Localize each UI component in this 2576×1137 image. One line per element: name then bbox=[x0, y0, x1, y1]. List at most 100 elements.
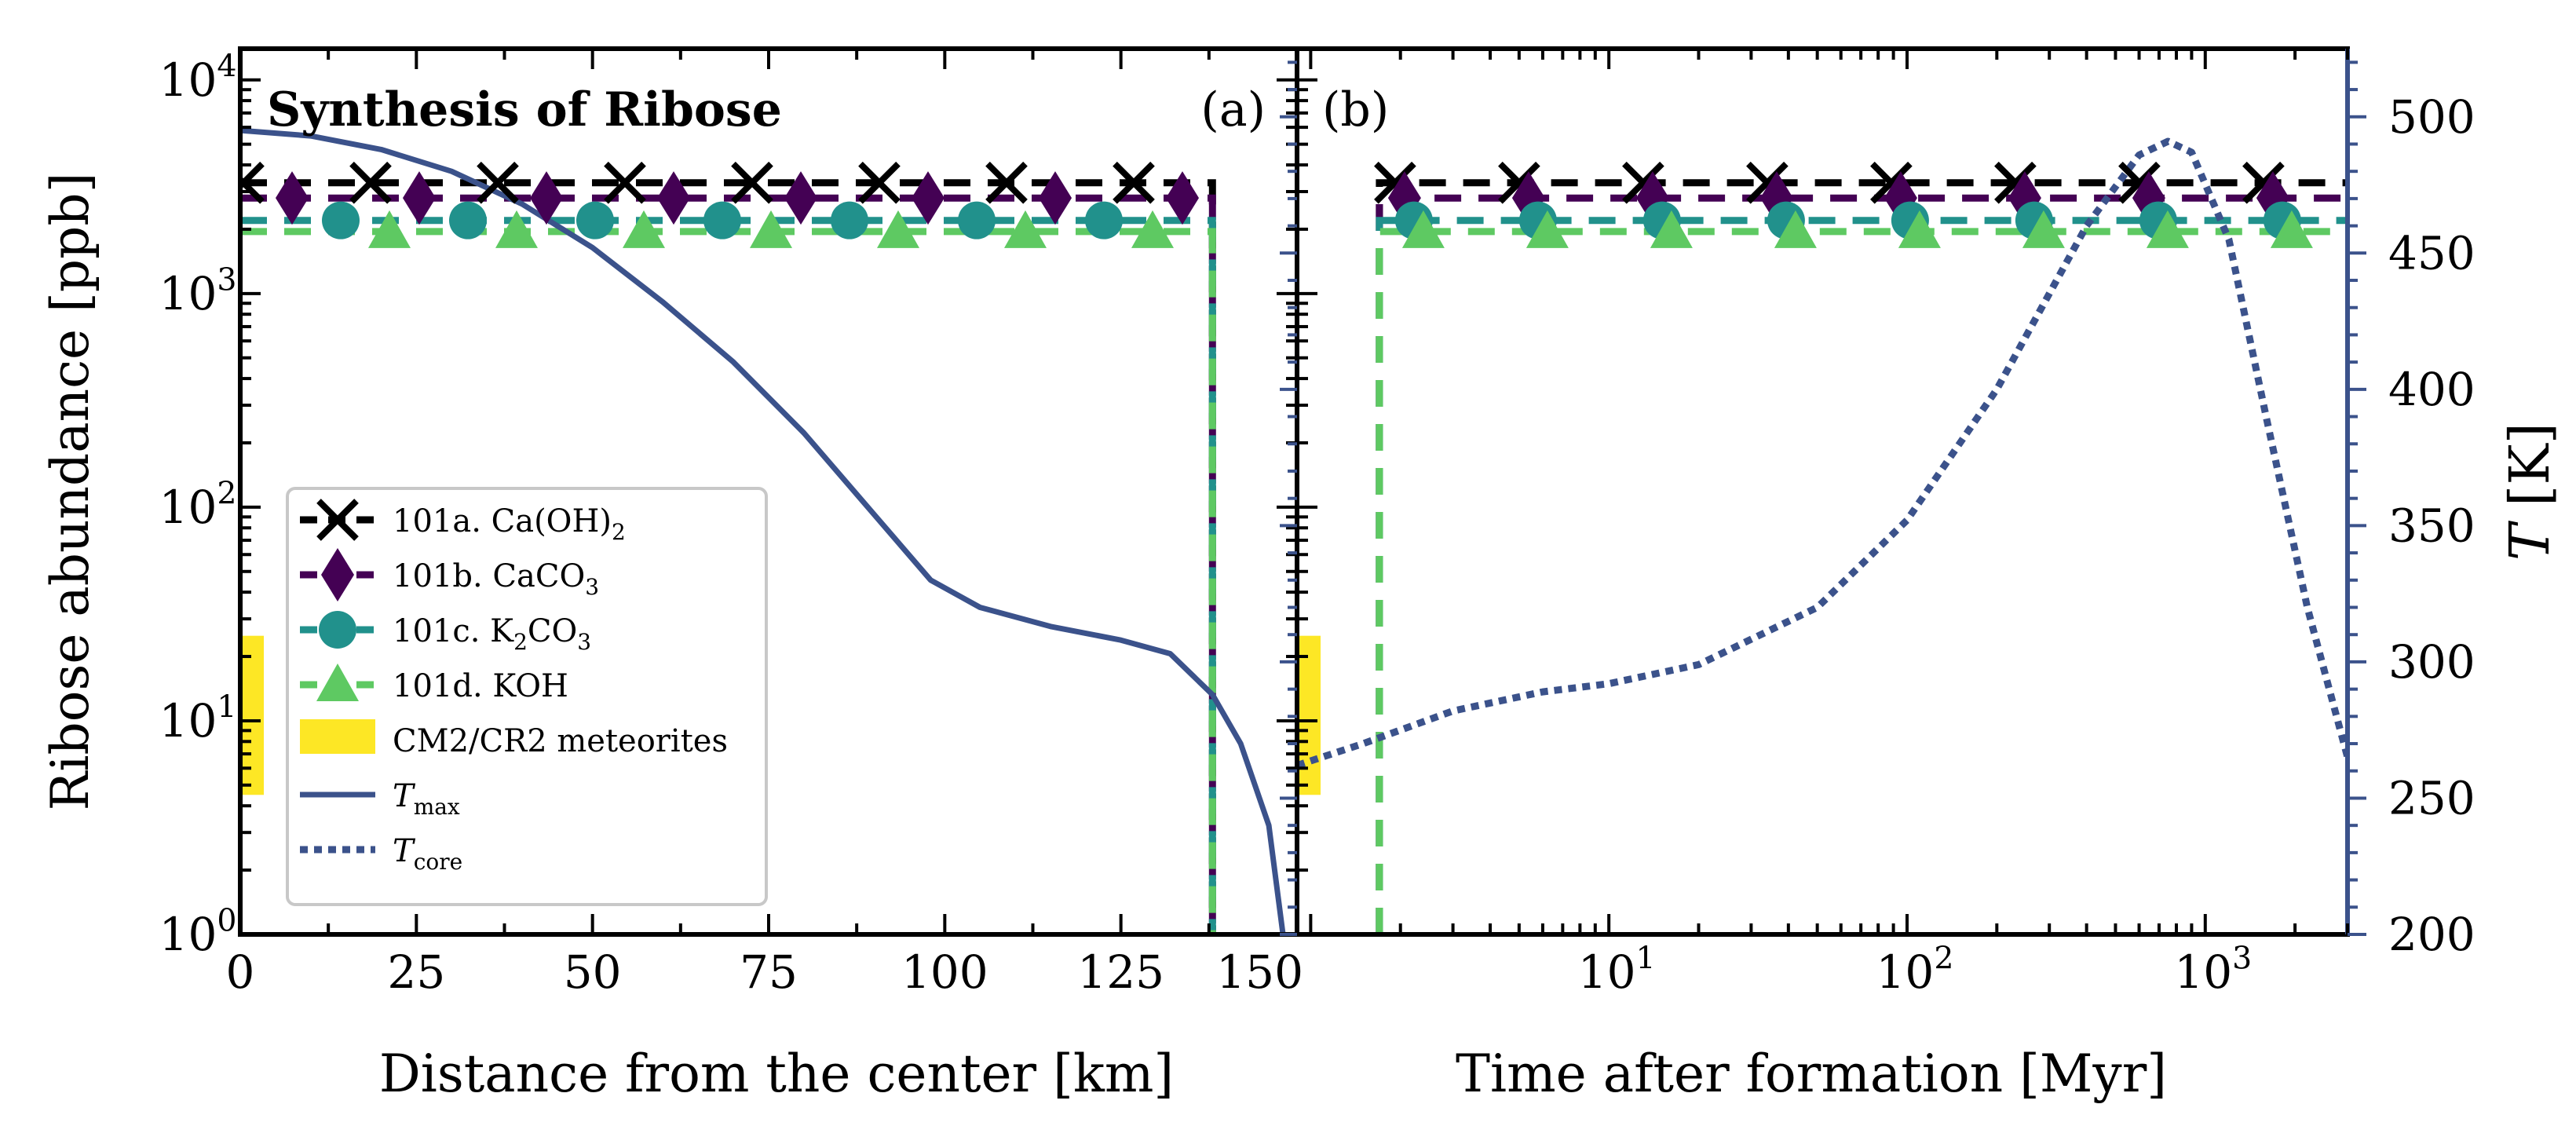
marker-triangle bbox=[750, 210, 792, 248]
x-tick-label: 101 bbox=[1578, 941, 1656, 999]
legend-marker-triangle bbox=[316, 664, 359, 701]
marker-diamond bbox=[1511, 171, 1545, 225]
marker-diamond bbox=[2132, 171, 2165, 225]
marker-circle bbox=[831, 201, 868, 239]
marker-x bbox=[858, 161, 901, 204]
legend-marker-diamond bbox=[321, 548, 354, 601]
marker-triangle bbox=[1401, 210, 1445, 248]
y2-tick-label: 300 bbox=[2388, 635, 2476, 689]
plot-area-B bbox=[1297, 137, 2348, 934]
meteorite-band bbox=[242, 635, 264, 795]
marker-triangle bbox=[1526, 210, 1569, 248]
legend-label: 101c. K2CO3 bbox=[393, 613, 591, 655]
temperature-curve-t-core bbox=[1297, 137, 2348, 770]
y2-tick-label: 500 bbox=[2388, 90, 2476, 144]
marker-diamond bbox=[530, 171, 563, 225]
series-line-x bbox=[1376, 179, 2348, 934]
marker-x bbox=[1113, 161, 1155, 204]
x-tick-label: 150 bbox=[1216, 945, 1303, 999]
legend-item: 101b. CaCO3 bbox=[300, 548, 599, 601]
marker-circle bbox=[703, 201, 741, 239]
marker-x bbox=[985, 161, 1028, 204]
marker-diamond bbox=[403, 171, 436, 225]
series-line-circle bbox=[240, 217, 1216, 934]
marker-triangle bbox=[2270, 210, 2313, 248]
marker-x bbox=[349, 161, 392, 204]
legend-label: Tmax bbox=[393, 778, 460, 820]
marker-triangle bbox=[1131, 210, 1174, 248]
series-line-circle bbox=[1376, 217, 2348, 934]
x-tick-label: 125 bbox=[1077, 945, 1164, 999]
y-tick-label: 104 bbox=[159, 48, 237, 106]
plot-area-A bbox=[240, 127, 1286, 934]
marker-diamond bbox=[657, 171, 690, 225]
meteorite-band bbox=[1299, 635, 1321, 795]
marker-diamond bbox=[1884, 171, 1917, 225]
legend-item: 101d. KOH bbox=[300, 664, 568, 704]
legend-item: Tcore bbox=[300, 833, 462, 875]
y2-axis-label: T [K] bbox=[2497, 422, 2562, 561]
y-tick-label: 103 bbox=[159, 261, 237, 320]
marker-triangle bbox=[368, 210, 411, 248]
marker-circle bbox=[576, 201, 614, 239]
marker-triangle bbox=[1898, 210, 1941, 248]
x-axis-label-a: Distance from the center [km] bbox=[379, 1044, 1174, 1104]
x-axis-label-b: Time after formation [Myr] bbox=[1456, 1044, 2167, 1104]
x-tick-label: 0 bbox=[226, 945, 255, 999]
y-tick-label: 101 bbox=[159, 689, 237, 748]
marker-diamond bbox=[2008, 171, 2041, 225]
legend: 101a. Ca(OH)2 101b. CaCO3 101c. K2CO3 101d.… bbox=[286, 487, 768, 906]
legend-label: Tcore bbox=[393, 833, 462, 875]
marker-circle bbox=[958, 201, 996, 239]
marker-x bbox=[477, 161, 519, 204]
marker-triangle bbox=[1650, 210, 1693, 248]
marker-triangle bbox=[2146, 210, 2189, 248]
legend-label: CM2/CR2 meteorites bbox=[393, 723, 728, 759]
marker-diamond bbox=[1759, 171, 1793, 225]
series-line-triangle bbox=[1376, 228, 2348, 934]
marker-diamond bbox=[1387, 171, 1421, 225]
marker-x bbox=[731, 161, 773, 204]
temperature-curve-t-max bbox=[240, 127, 1286, 934]
x-tick-label: 25 bbox=[387, 945, 445, 999]
y2-tick-label: 350 bbox=[2388, 499, 2476, 552]
y-axis-label: Ribose abundance [ppb] bbox=[40, 173, 100, 811]
legend-item: CM2/CR2 meteorites bbox=[300, 719, 728, 759]
y2-tick-label: 250 bbox=[2388, 771, 2476, 824]
x-tick-label: 103 bbox=[2174, 941, 2252, 999]
y2-tick-label: 200 bbox=[2388, 908, 2476, 961]
panel-label-a: (a) bbox=[1200, 82, 1266, 137]
marker-diamond bbox=[1635, 171, 1669, 225]
marker-circle bbox=[449, 201, 487, 239]
x-tick-label: 100 bbox=[901, 945, 988, 999]
marker-diamond bbox=[276, 171, 309, 225]
legend-label: 101a. Ca(OH)2 bbox=[393, 503, 626, 545]
legend-marker-circle bbox=[319, 611, 356, 649]
marker-circle bbox=[1085, 201, 1123, 239]
legend-item: Tmax bbox=[300, 778, 460, 820]
x-tick-label: 50 bbox=[564, 945, 622, 999]
marker-triangle bbox=[623, 210, 665, 248]
y-tick-label: 100 bbox=[159, 903, 237, 961]
x-tick-label: 75 bbox=[740, 945, 798, 999]
legend-label: 101b. CaCO3 bbox=[393, 558, 599, 600]
legend-swatch bbox=[300, 719, 375, 754]
legend-marker-x bbox=[316, 499, 359, 541]
marker-x bbox=[604, 161, 646, 204]
marker-triangle bbox=[1004, 210, 1047, 248]
marker-circle bbox=[322, 201, 360, 239]
marker-triangle bbox=[1774, 210, 1817, 248]
marker-triangle bbox=[2022, 210, 2065, 248]
marker-diamond bbox=[912, 171, 945, 225]
marker-diamond bbox=[784, 171, 817, 225]
y2-tick-label: 450 bbox=[2388, 226, 2476, 280]
legend-box bbox=[286, 487, 768, 906]
marker-diamond bbox=[2256, 171, 2289, 225]
marker-triangle bbox=[877, 210, 919, 248]
marker-diamond bbox=[1166, 171, 1199, 225]
marker-diamond bbox=[1039, 171, 1072, 225]
legend-item: 101a. Ca(OH)2 bbox=[300, 499, 626, 545]
y2-tick-label: 400 bbox=[2388, 363, 2476, 416]
marker-triangle bbox=[495, 210, 538, 248]
